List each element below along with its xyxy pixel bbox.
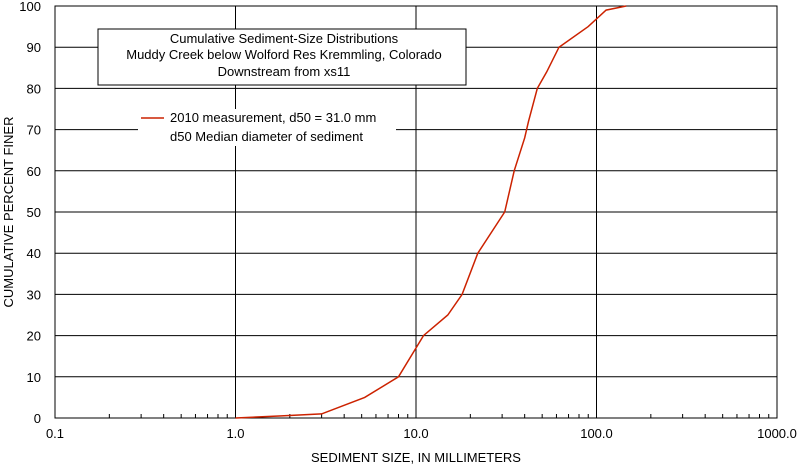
legend-background bbox=[138, 109, 396, 146]
chart-title: Cumulative Sediment-Size Distributions bbox=[170, 31, 399, 46]
data-point-0-4 bbox=[398, 376, 399, 377]
data-point-0-7 bbox=[447, 314, 448, 315]
data-point-0-3 bbox=[364, 397, 365, 398]
y-tick-label-2: 20 bbox=[27, 329, 41, 344]
y-tick-label-10: 100 bbox=[19, 0, 41, 14]
title-box: Cumulative Sediment-Size Distributions M… bbox=[97, 28, 467, 86]
y-tick-label-4: 40 bbox=[27, 246, 41, 261]
x-tick-label-4: 1000.0 bbox=[757, 426, 797, 441]
y-tick-label-9: 90 bbox=[27, 40, 41, 55]
x-tick-label-1: 1.0 bbox=[226, 426, 244, 441]
x-tick-label-3: 100.0 bbox=[580, 426, 613, 441]
x-tick-label-0: 0.1 bbox=[46, 426, 64, 441]
legend-entry-label: 2010 measurement, d50 = 31.0 mm bbox=[170, 110, 376, 125]
y-axis-label: CUMULATIVE PERCENT FINER bbox=[1, 117, 16, 308]
chart-subtitle: Muddy Creek below Wolford Res Kremmling,… bbox=[126, 47, 442, 62]
data-point-0-15 bbox=[546, 71, 547, 72]
data-point-0-14 bbox=[537, 88, 538, 89]
data-point-0-9 bbox=[477, 253, 478, 254]
title-box-frame bbox=[97, 28, 467, 86]
chart-subtitle-2: Downstream from xs11 bbox=[218, 64, 351, 79]
data-point-0-17 bbox=[588, 26, 589, 27]
data-point-0-0 bbox=[235, 417, 236, 418]
y-tick-label-5: 50 bbox=[27, 205, 41, 220]
y-tick-labels: 0 10 20 30 40 50 60 70 80 90 100 bbox=[19, 0, 41, 426]
data-point-0-16 bbox=[558, 47, 559, 48]
data-point-0-12 bbox=[524, 137, 525, 138]
plot-frame bbox=[54, 5, 778, 419]
legend-note: d50 Median diameter of sediment bbox=[170, 129, 363, 144]
data-point-0-13 bbox=[528, 121, 529, 122]
series-layer bbox=[235, 5, 627, 419]
x-tick-label-2: 10.0 bbox=[403, 426, 428, 441]
y-tick-label-0: 0 bbox=[34, 411, 41, 426]
data-point-0-18 bbox=[605, 10, 606, 11]
data-point-0-5 bbox=[415, 347, 416, 348]
data-point-0-6 bbox=[423, 335, 424, 336]
legend: 2010 measurement, d50 = 31.0 mm d50 Medi… bbox=[138, 109, 396, 146]
data-point-0-1 bbox=[281, 415, 282, 416]
data-point-0-2 bbox=[321, 413, 322, 414]
data-point-0-11 bbox=[514, 170, 515, 171]
data-point-0-19 bbox=[626, 5, 627, 6]
y-tick-label-1: 10 bbox=[27, 370, 41, 385]
series-line-0 bbox=[235, 5, 627, 419]
y-tick-label-8: 80 bbox=[27, 81, 41, 96]
data-point-0-8 bbox=[461, 294, 462, 295]
x-tick-labels: 0.1 1.0 10.0 100.0 1000.0 bbox=[46, 426, 797, 441]
y-tick-label-3: 30 bbox=[27, 287, 41, 302]
y-tick-label-7: 70 bbox=[27, 123, 41, 138]
x-axis-label: SEDIMENT SIZE, IN MILLIMETERS bbox=[311, 450, 521, 465]
data-point-0-10 bbox=[504, 211, 505, 212]
y-tick-label-6: 60 bbox=[27, 164, 41, 179]
